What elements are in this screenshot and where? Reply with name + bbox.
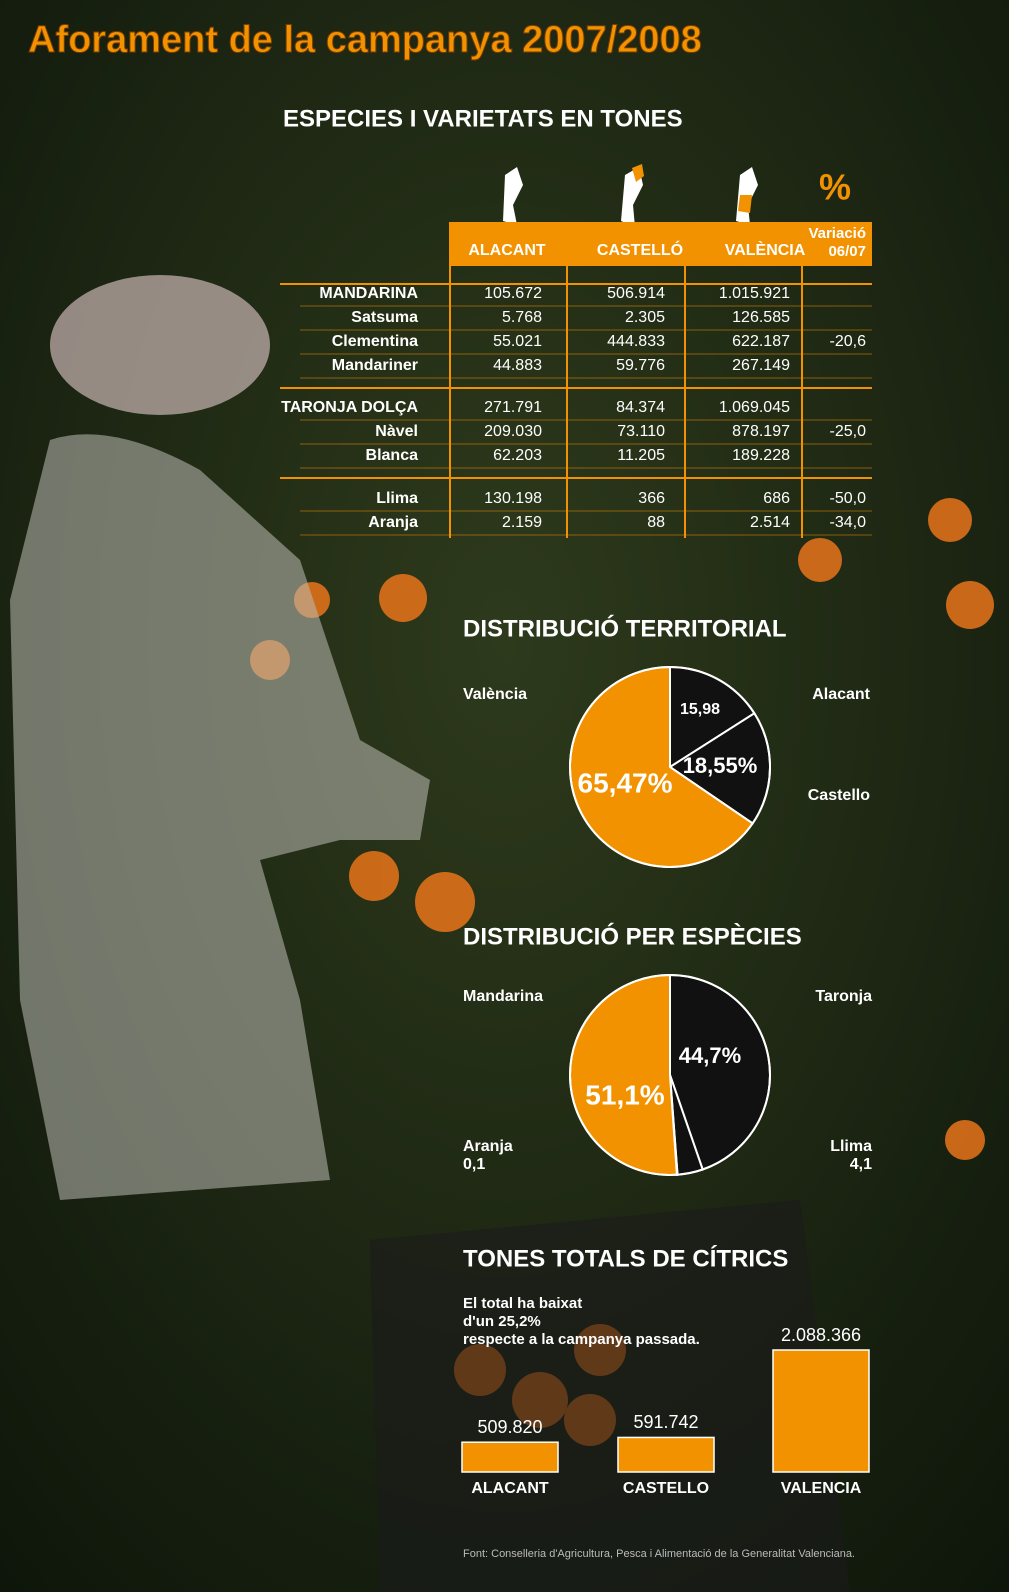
slice-label: Alacant — [812, 686, 870, 703]
slice-value: 44,7% — [679, 1043, 741, 1068]
table-cell: 189.228 — [732, 447, 790, 464]
table-cell: 366 — [638, 490, 665, 507]
page-title: Aforament de la campanya 2007/2008 — [28, 19, 702, 61]
table-cell: 126.585 — [732, 309, 790, 326]
slice-value: 18,55% — [683, 753, 758, 778]
bar-value: 509.820 — [477, 1417, 542, 1437]
bar — [773, 1350, 869, 1472]
table-cell: 84.374 — [616, 399, 665, 416]
row-label: TARONJA DOLÇA — [281, 399, 418, 416]
table-cell: 73.110 — [617, 423, 665, 440]
slice-label: Aranja — [463, 1138, 513, 1155]
column-header: VALÈNCIA — [725, 240, 806, 259]
variation-cell: -25,0 — [830, 423, 867, 440]
column-header: CASTELLÓ — [597, 240, 683, 259]
bar-value: 2.088.366 — [781, 1325, 861, 1345]
slice-value: 0,1 — [463, 1156, 485, 1173]
bar — [618, 1437, 714, 1472]
table-cell: 5.768 — [502, 309, 542, 326]
table-title: ESPECIES I VARIETATS EN TONES — [283, 105, 683, 132]
bar-category: VALENCIA — [781, 1480, 862, 1497]
bar-category: CASTELLO — [623, 1480, 709, 1497]
bar-category: ALACANT — [471, 1480, 549, 1497]
table-cell: 88 — [647, 514, 665, 531]
table-cell: 1.015.921 — [719, 285, 790, 302]
row-label: Satsuma — [351, 309, 418, 326]
chart-title: DISTRIBUCIÓ PER ESPÈCIES — [463, 922, 802, 950]
percent-icon: % — [819, 167, 851, 208]
slice-value: 51,1% — [585, 1079, 664, 1110]
slice-label: Castello — [808, 787, 870, 804]
table-cell: 267.149 — [732, 357, 790, 374]
row-label: Mandariner — [332, 357, 418, 374]
photo-cap — [50, 275, 270, 415]
row-label: MANDARINA — [319, 285, 418, 302]
infographic: Aforament de la campanya 2007/2008 ESPEC… — [0, 0, 1009, 1592]
table-cell: 11.205 — [617, 447, 665, 464]
row-label: Clementina — [332, 333, 418, 350]
slice-value: 15,98 — [680, 701, 720, 718]
chart-title: TONES TOTALS DE CÍTRICS — [463, 1244, 788, 1272]
table-cell: 622.187 — [732, 333, 790, 350]
table-cell: 55.021 — [493, 333, 542, 350]
slice-label: Llima — [830, 1138, 872, 1155]
variation-cell: -20,6 — [830, 333, 867, 350]
table-cell: 1.069.045 — [719, 399, 790, 416]
bar-value: 591.742 — [633, 1412, 698, 1432]
source-note: Font: Conselleria d'Agricultura, Pesca i… — [463, 1548, 855, 1560]
table-cell: 444.833 — [607, 333, 665, 350]
variation-cell: -50,0 — [830, 490, 867, 507]
table-cell: 686 — [763, 490, 790, 507]
slice-label: Mandarina — [463, 988, 543, 1005]
row-label: Llima — [376, 490, 418, 507]
row-label: Nàvel — [375, 423, 418, 440]
bar — [462, 1442, 558, 1472]
table-cell: 271.791 — [484, 399, 542, 416]
slice-value: 65,47% — [578, 767, 673, 798]
variation-cell: -34,0 — [830, 514, 867, 531]
table-cell: 44.883 — [493, 357, 542, 374]
table-cell: 878.197 — [732, 423, 790, 440]
chart-title: DISTRIBUCIÓ TERRITORIAL — [463, 614, 787, 642]
column-header: ALACANT — [468, 242, 546, 259]
table-cell: 506.914 — [607, 285, 665, 302]
slice-value: 4,1 — [850, 1156, 872, 1173]
row-label: Aranja — [368, 514, 418, 531]
table-cell: 105.672 — [484, 285, 542, 302]
table-cell: 2.305 — [625, 309, 665, 326]
slice-label: València — [463, 686, 527, 703]
slice-label: Taronja — [815, 988, 872, 1005]
table-cell: 130.198 — [484, 490, 542, 507]
row-label: Blanca — [366, 447, 419, 464]
table-cell: 62.203 — [493, 447, 542, 464]
table-cell: 2.159 — [502, 514, 542, 531]
table-cell: 2.514 — [750, 514, 790, 531]
table-cell: 209.030 — [484, 423, 542, 440]
table-cell: 59.776 — [616, 357, 665, 374]
